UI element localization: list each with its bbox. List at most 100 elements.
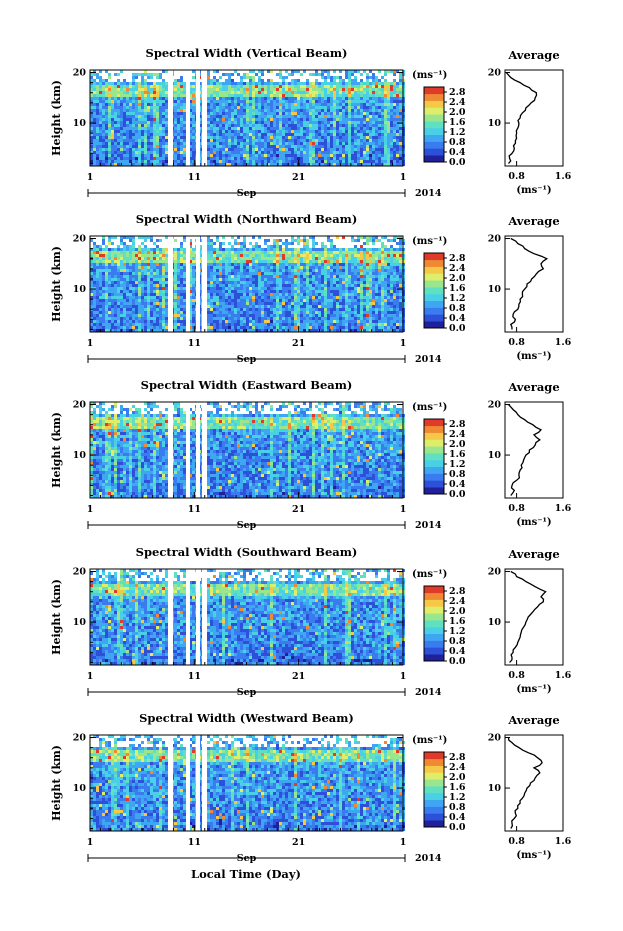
heatmap-cell — [252, 293, 255, 296]
heatmap-cell — [177, 94, 180, 97]
heatmap-cell — [117, 248, 120, 251]
heatmap-cell — [237, 124, 240, 127]
heatmap-cell — [120, 308, 123, 311]
heatmap-cell — [318, 121, 321, 124]
heatmap-cell — [126, 115, 129, 118]
heatmap-cell — [252, 82, 255, 85]
heatmap-cell — [333, 70, 336, 73]
heatmap-cell — [153, 314, 156, 317]
heatmap-cell — [177, 160, 180, 163]
heatmap-cell — [285, 106, 288, 109]
heatmap-cell — [255, 257, 258, 260]
heatmap-cell — [363, 88, 366, 91]
heatmap-cell — [234, 103, 237, 106]
heatmap-cell — [219, 139, 222, 142]
heatmap-cell — [231, 287, 234, 290]
heatmap-cell — [354, 76, 357, 79]
heatmap-cell — [162, 133, 165, 136]
heatmap-cell — [126, 97, 129, 100]
heatmap-cell — [327, 154, 330, 157]
heatmap-cell — [102, 142, 105, 145]
heatmap-cell — [192, 275, 195, 278]
heatmap-cell — [318, 157, 321, 160]
heatmap-cell — [183, 157, 186, 160]
heatmap-cell — [339, 100, 342, 103]
heatmap-cell — [117, 85, 120, 88]
heatmap-cell — [330, 136, 333, 139]
heatmap-cell — [306, 142, 309, 145]
heatmap-cell — [165, 121, 168, 124]
heatmap-cell — [177, 151, 180, 154]
heatmap-cell — [96, 260, 99, 263]
heatmap-cell — [216, 284, 219, 287]
heatmap-cell — [192, 133, 195, 136]
heatmap-cell — [159, 73, 162, 76]
heatmap-cell — [387, 112, 390, 115]
heatmap-cell — [294, 124, 297, 127]
heatmap-cell — [387, 154, 390, 157]
heatmap-cell — [243, 281, 246, 284]
heatmap-cell — [192, 142, 195, 145]
heatmap-cell — [111, 254, 114, 257]
heatmap-cell — [303, 97, 306, 100]
heatmap-cell — [177, 127, 180, 130]
heatmap-cell — [264, 85, 267, 88]
heatmap-cell — [366, 145, 369, 148]
heatmap-cell — [252, 308, 255, 311]
heatmap-cell — [336, 97, 339, 100]
heatmap-cell — [336, 109, 339, 112]
heatmap-cell — [300, 94, 303, 97]
heatmap-cell — [387, 106, 390, 109]
heatmap-cell — [102, 287, 105, 290]
heatmap-cell — [378, 163, 381, 166]
heatmap-cell — [333, 88, 336, 91]
heatmap-cell — [102, 326, 105, 329]
heatmap-cell — [132, 100, 135, 103]
heatmap-cell — [123, 115, 126, 118]
heatmap-cell — [165, 148, 168, 151]
heatmap-cell — [219, 145, 222, 148]
heatmap-cell — [249, 326, 252, 329]
heatmap-cell — [390, 82, 393, 85]
heatmap-cell — [132, 272, 135, 275]
heatmap-cell — [243, 115, 246, 118]
heatmap-cell — [114, 118, 117, 121]
heatmap-cell — [246, 299, 249, 302]
heatmap-cell — [105, 290, 108, 293]
heatmap-cell — [393, 103, 396, 106]
heatmap-cell — [138, 142, 141, 145]
heatmap-cell — [156, 82, 159, 85]
heatmap-cell — [345, 127, 348, 130]
heatmap-cell — [246, 275, 249, 278]
heatmap-cell — [366, 148, 369, 151]
heatmap-cell — [96, 293, 99, 296]
heatmap-cell — [354, 88, 357, 91]
heatmap-cell — [252, 76, 255, 79]
heatmap-cell — [399, 88, 402, 91]
heatmap-cell — [228, 269, 231, 272]
heatmap-cell — [252, 254, 255, 257]
heatmap-cell — [225, 163, 228, 166]
heatmap-cell — [138, 163, 141, 166]
heatmap-cell — [345, 115, 348, 118]
heatmap-cell — [318, 151, 321, 154]
heatmap-cell — [138, 284, 141, 287]
heatmap-cell — [309, 121, 312, 124]
heatmap-cell — [219, 133, 222, 136]
heatmap-cell — [375, 103, 378, 106]
heatmap-cell — [264, 257, 267, 260]
heatmap-cell — [156, 329, 159, 332]
heatmap-cell — [267, 130, 270, 133]
heatmap-cell — [132, 97, 135, 100]
heatmap-cell — [138, 91, 141, 94]
heatmap-cell — [141, 275, 144, 278]
heatmap-cell — [213, 269, 216, 272]
heatmap-cell — [252, 148, 255, 151]
heatmap-cell — [321, 106, 324, 109]
heatmap-cell — [228, 139, 231, 142]
heatmap-cell — [243, 314, 246, 317]
heatmap-cell — [261, 106, 264, 109]
heatmap-cell — [360, 148, 363, 151]
heatmap-cell — [219, 154, 222, 157]
heatmap-cell — [144, 239, 147, 242]
